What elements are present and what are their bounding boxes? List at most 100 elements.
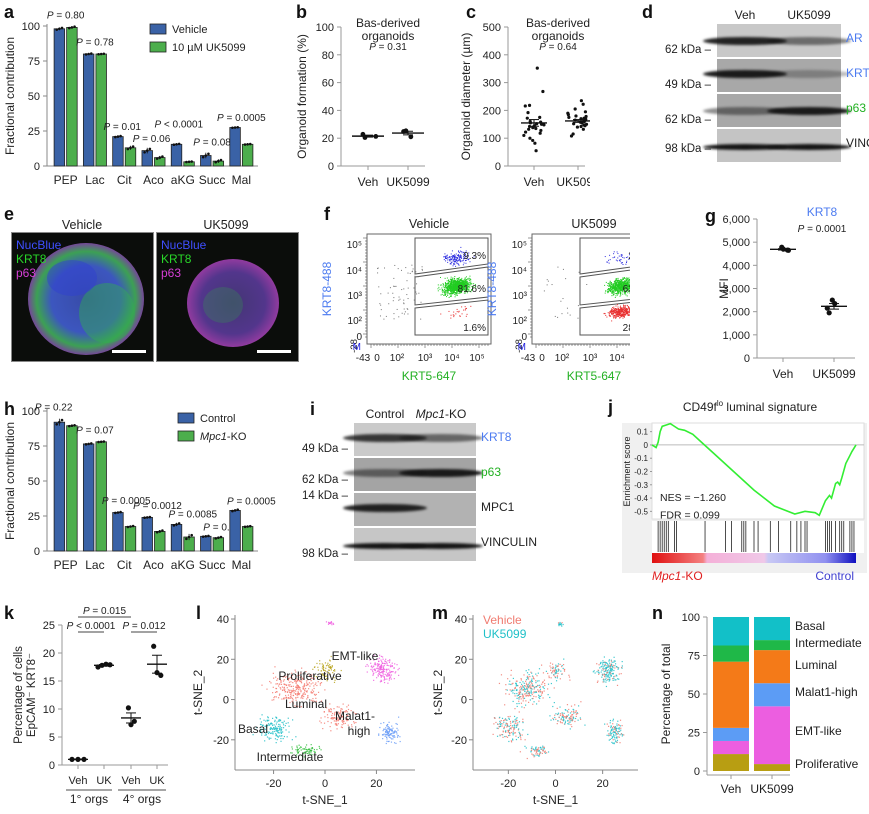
- cell-point: [517, 685, 518, 686]
- cluster-label: EMT-like: [332, 649, 379, 663]
- event-dot-gray: [397, 309, 398, 310]
- event-dot-mid: [614, 283, 615, 284]
- cell-point: [512, 732, 513, 733]
- event-dot-mid: [463, 280, 464, 281]
- cell-point: [614, 737, 615, 738]
- data-point: [146, 149, 149, 152]
- cell-point: [555, 665, 556, 666]
- cell-point: [389, 670, 390, 671]
- cell-point: [559, 623, 560, 624]
- cell-point: [327, 664, 328, 665]
- cell-point: [544, 685, 545, 686]
- cell-point: [513, 731, 514, 732]
- cell-point: [612, 720, 613, 721]
- cell-point: [497, 728, 498, 729]
- event-dot-low: [624, 312, 625, 313]
- cell-point: [498, 728, 499, 729]
- data-point: [156, 157, 159, 160]
- cell-point: [390, 676, 391, 677]
- cell-point: [509, 684, 510, 685]
- data-point: [175, 523, 178, 526]
- cell-point: [326, 665, 327, 666]
- data-point: [185, 161, 188, 164]
- cell-point: [304, 690, 305, 691]
- cell-point: [386, 671, 387, 672]
- cell-point: [372, 671, 373, 672]
- y-tick-label: 40: [455, 614, 467, 626]
- cell-point: [283, 683, 284, 684]
- cell-point: [278, 721, 279, 722]
- cell-point: [535, 749, 536, 750]
- panel-label-b: b: [296, 2, 307, 23]
- cell-point: [397, 730, 398, 731]
- event-dot-high: [614, 251, 615, 252]
- y-tick-label: 100: [22, 21, 40, 33]
- event-dot-mid: [451, 292, 452, 293]
- cell-point: [516, 725, 517, 726]
- cell-point: [279, 729, 280, 730]
- cell-point: [311, 683, 312, 684]
- cell-point: [614, 657, 615, 658]
- cell-point: [520, 686, 521, 687]
- cell-point: [529, 674, 530, 675]
- event-dot-mid: [462, 281, 463, 282]
- cell-point: [557, 720, 558, 721]
- cell-point: [608, 666, 609, 667]
- cell-point: [554, 717, 555, 718]
- event-dot-mid: [449, 294, 450, 295]
- event-dot-mid: [467, 279, 468, 280]
- cell-point: [611, 671, 612, 672]
- cell-point: [306, 744, 307, 745]
- molecular-weight-marker: 62 kDa –: [288, 474, 348, 486]
- event-dot-low: [627, 313, 628, 314]
- cell-point: [533, 692, 534, 693]
- event-dot-high: [454, 261, 455, 262]
- y-tick-label: 0.1: [637, 428, 649, 437]
- event-dot-mid: [609, 284, 610, 285]
- cell-point: [503, 720, 504, 721]
- event-dot-mid: [608, 283, 609, 284]
- flow-y-axis-label: KRT8-488: [485, 261, 499, 316]
- event-dot-mid: [451, 284, 452, 285]
- cell-point: [394, 663, 395, 664]
- event-dot-high: [450, 261, 451, 262]
- event-dot-mid: [445, 282, 446, 283]
- protein-band: [399, 434, 483, 442]
- cell-point: [383, 659, 384, 660]
- cell-point: [388, 665, 389, 666]
- cell-point: [343, 723, 344, 724]
- cell-point: [273, 687, 274, 688]
- data-point: [156, 531, 159, 534]
- cell-point: [602, 660, 603, 661]
- event-dot-mid: [453, 286, 454, 287]
- cell-point: [313, 685, 314, 686]
- y-tick-label: -0.4: [634, 494, 648, 503]
- event-dot-high: [456, 259, 457, 260]
- cell-point: [383, 722, 384, 723]
- cell-point: [299, 745, 300, 746]
- cell-point: [380, 723, 381, 724]
- event-dot-low: [615, 315, 616, 316]
- event-dot-mid: [442, 289, 443, 290]
- cell-point: [395, 672, 396, 673]
- event-dot-gray: [408, 288, 409, 289]
- cell-point: [569, 719, 570, 720]
- data-point: [127, 148, 130, 151]
- cell-point: [612, 723, 613, 724]
- event-dot-high: [613, 253, 614, 254]
- cell-point: [385, 674, 386, 675]
- cell-point: [621, 733, 622, 734]
- cell-point: [570, 712, 571, 713]
- cell-point: [285, 691, 286, 692]
- cell-point: [619, 734, 620, 735]
- cell-point: [621, 673, 622, 674]
- event-dot-gray: [416, 283, 417, 284]
- x-tick-label: 20: [370, 778, 382, 790]
- cell-point: [609, 671, 610, 672]
- flow-title: Vehicle: [409, 217, 449, 231]
- event-dot-high: [461, 258, 462, 259]
- event-dot-low: [616, 316, 617, 317]
- cell-point: [524, 746, 525, 747]
- legend-swatch: [150, 24, 166, 34]
